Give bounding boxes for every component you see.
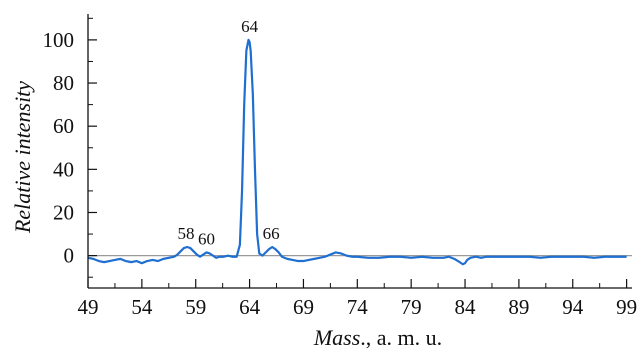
axes xyxy=(87,14,632,289)
spectrum-line xyxy=(87,38,627,266)
x-tick-label: 99 xyxy=(616,295,637,319)
peak-label: 58 xyxy=(178,224,195,243)
x-tick-label: 54 xyxy=(131,295,153,319)
x-axis-title: Mass., a. m. u. xyxy=(313,325,442,350)
x-tick-label: 79 xyxy=(401,295,422,319)
x-tick-label: 59 xyxy=(185,295,206,319)
x-tick-label: 49 xyxy=(78,295,99,319)
x-tick-label: 74 xyxy=(347,295,369,319)
x-tick-label: 84 xyxy=(455,295,477,319)
tick-labels: 0 20 40 60 80 100 49 54 59 64 69 74 79 84 89 94 99 xyxy=(43,28,638,319)
x-tick-label: 94 xyxy=(562,295,584,319)
y-tick-label: 80 xyxy=(53,71,74,95)
plot-area xyxy=(87,38,632,266)
y-tick-label: 0 xyxy=(64,244,75,268)
y-tick-label: 60 xyxy=(53,114,74,138)
y-tick-label: 20 xyxy=(53,200,74,224)
x-axis-title-italic: Mass xyxy=(313,325,360,350)
y-tick-label: 40 xyxy=(53,157,74,181)
y-axis-title: Relative intensity xyxy=(10,81,35,234)
peak-label: 66 xyxy=(263,224,280,243)
x-tick-label: 69 xyxy=(293,295,314,319)
peak-annotations: 64 58 60 66 xyxy=(178,17,280,249)
x-tick-label: 64 xyxy=(239,295,261,319)
x-tick-label: 89 xyxy=(508,295,529,319)
x-axis-title-units: ., a. m. u. xyxy=(360,325,442,350)
peak-label: 64 xyxy=(241,17,259,36)
peak-label: 60 xyxy=(198,229,215,248)
axis-ticks xyxy=(87,17,628,288)
y-tick-label: 100 xyxy=(43,28,75,52)
